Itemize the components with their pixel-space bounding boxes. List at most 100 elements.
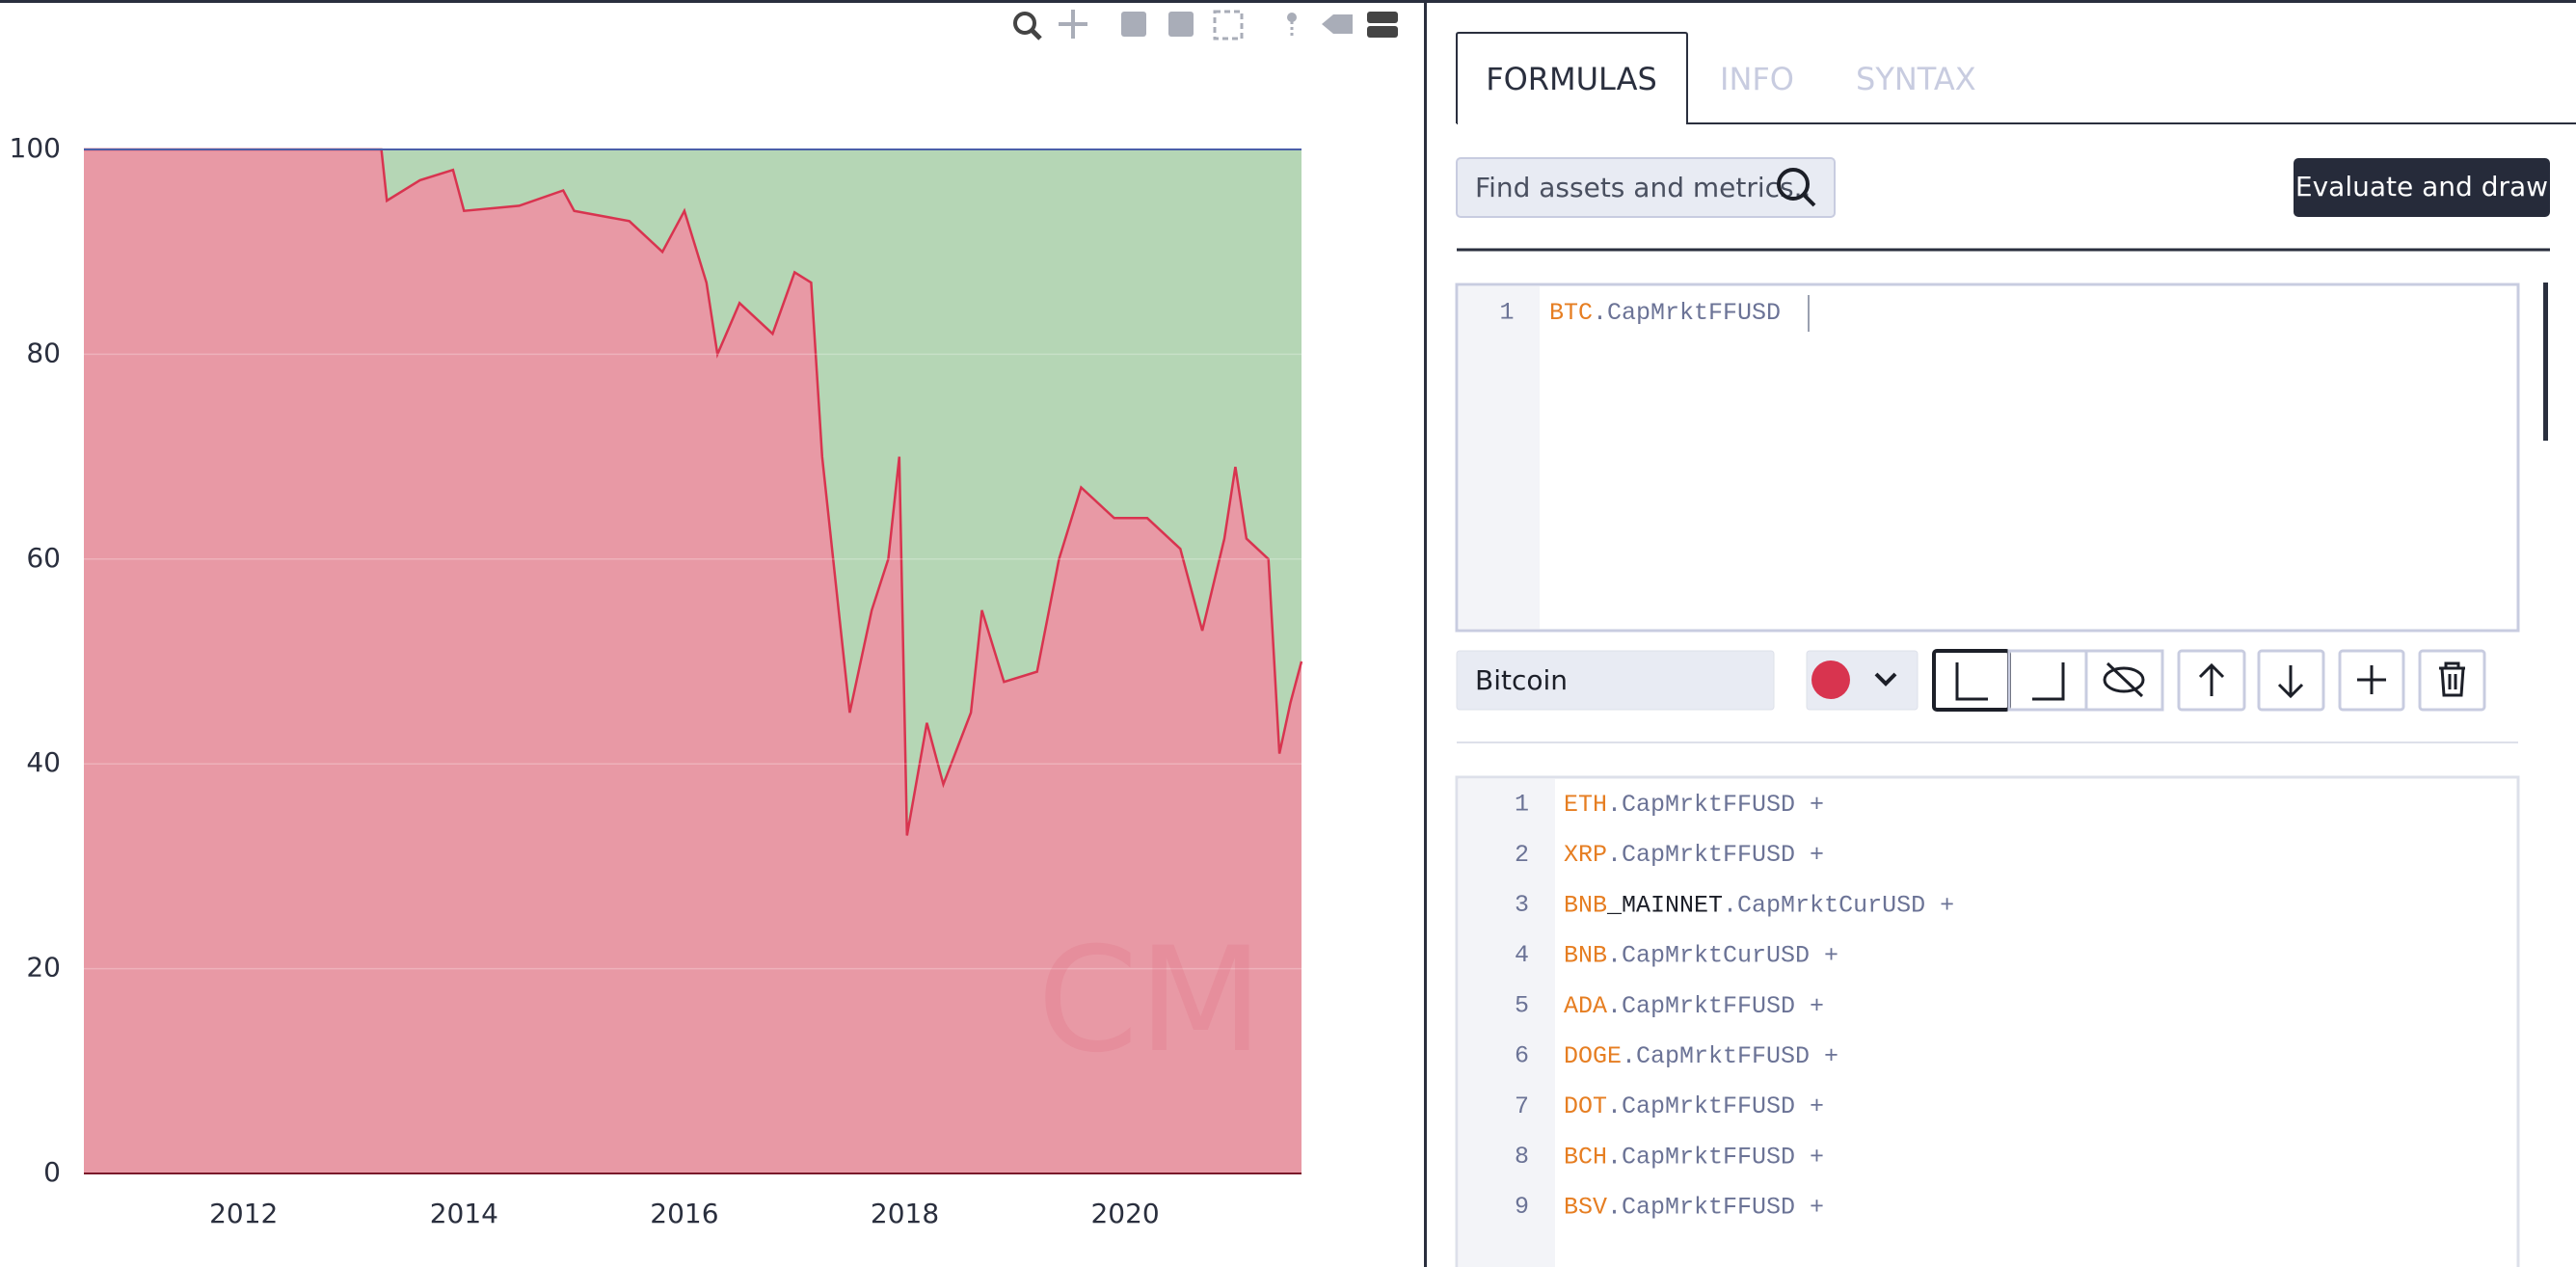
move-down-button[interactable] [2257,649,2325,712]
line-number: 7 [1515,1092,1529,1120]
series-buttons [1932,649,2486,712]
code-line: BCH.CapMrktFFUSD + [1564,1143,1824,1171]
tab-label[interactable]: INFO [1720,61,1794,97]
chart: 0 20 40 60 80 100 2012 2014 2016 2018 2020 CM [10,132,1303,1229]
x-tick-label: 2020 [1090,1198,1159,1229]
asset-token: DOGE [1564,1042,1622,1070]
formula-editor[interactable] [1455,283,2520,633]
area [84,149,1301,1173]
plus-icon [2357,665,2386,694]
line-number: 4 [1515,941,1529,969]
x-tick-label: 2018 [871,1198,939,1229]
search-input[interactable] [1456,157,1836,218]
code-line: BNB.CapMrktCurUSD + [1564,941,1838,969]
spike-icon[interactable] [1287,13,1297,22]
top-border [0,0,2576,3]
down-icon [2277,665,2304,699]
asset-token: XRP [1564,841,1607,869]
line-number: 9 [1515,1193,1529,1221]
line-number: 2 [1515,841,1529,869]
right-axis-button[interactable] [2007,649,2088,712]
watermark: CM [1037,917,1263,1085]
metric-token: .CapMrktFFUSD + [1607,1092,1824,1120]
metric-token: .CapMrktFFUSD + [1622,1042,1838,1070]
up-icon [2198,662,2225,696]
line-number: 1 [1499,299,1514,327]
tab-label[interactable]: SYNTAX [1856,61,1976,97]
area [84,149,1301,836]
series-name-input[interactable] [1456,650,1775,711]
asset-token: BSV [1564,1193,1607,1221]
tab-label[interactable]: FORMULAS [1486,61,1657,97]
line-number: 6 [1515,1042,1529,1070]
trash-icon [2439,661,2465,697]
code-line: BSV.CapMrktFFUSD + [1564,1193,1824,1221]
y-tick-label: 100 [10,132,61,164]
code-line: BNB_MAINNET.CapMrktCurUSD + [1564,891,1954,919]
line [84,148,1303,836]
scrollbar[interactable] [2543,283,2548,441]
chart-toolbar [1013,10,1398,40]
zoom-out-icon[interactable] [1168,12,1194,37]
pan-icon[interactable] [1059,10,1087,39]
y-tick-label: 40 [26,746,61,778]
zoom-icon-handle [1030,28,1042,40]
asset-token: DOT [1564,1092,1607,1120]
editor-gutter [1459,286,1540,629]
asset-token: BTC [1549,299,1593,327]
metric-token: .CapMrktFFUSD [1593,299,1781,327]
zoom-in-icon[interactable] [1121,12,1146,37]
metric-token: .CapMrktFFUSD + [1607,991,1824,1019]
asset-token: BNB [1564,891,1607,919]
autoscale-icon[interactable] [1213,10,1244,40]
metric-token: .CapMrktCurUSD + [1607,941,1838,969]
y-tick-label: 20 [26,952,61,984]
line-number: 8 [1515,1143,1529,1171]
line-number: 1 [1515,791,1529,819]
eye-icon [2103,666,2145,693]
search-icon[interactable] [1777,168,1810,201]
metric-token: .CapMrktCurUSD + [1723,891,1954,919]
move-up-button[interactable] [2177,649,2246,712]
hide-button[interactable] [2084,649,2164,712]
add-button[interactable] [2338,649,2405,712]
hover-compare-icon[interactable] [1367,12,1398,23]
active-tab[interactable] [1456,32,1688,123]
x-tick-label: 2016 [650,1198,718,1229]
code-line: DOT.CapMrktFFUSD + [1564,1092,1824,1120]
line-number: 5 [1515,991,1529,1019]
eye-slash [2106,661,2144,698]
delete-button[interactable] [2418,649,2486,712]
color-swatch [1811,660,1850,699]
code-line: DOGE.CapMrktFFUSD + [1564,1042,1838,1070]
search-icon-handle [1802,193,1816,207]
zoom-icon[interactable] [1013,12,1036,35]
evaluate-button-label[interactable]: Evaluate and draw [2295,171,2548,202]
hover-closest-icon[interactable] [1322,14,1353,34]
secondary-editor[interactable] [1455,775,2520,1267]
metric-token: .CapMrktFFUSD + [1607,791,1824,819]
series-name[interactable]: Bitcoin [1475,664,1568,696]
tab-gap [1458,121,1686,125]
metric-token: .CapMrktFFUSD + [1607,841,1824,869]
metric-token: .CapMrktFFUSD + [1607,1193,1824,1221]
x-tick-label: 2014 [430,1198,498,1229]
asset-token: BCH [1564,1143,1607,1171]
asset-token: BNB [1564,941,1607,969]
code-line: XRP.CapMrktFFUSD + [1564,841,1824,869]
evaluate-button[interactable] [2294,158,2550,217]
formula-panel: FORMULAS INFO SYNTAX Find assets and met… [1455,32,2576,1267]
code-line: ADA.CapMrktFFUSD + [1564,991,1824,1019]
hover-compare-icon-2 [1367,26,1398,38]
asset-suffix: _MAINNET [1606,891,1723,919]
left-axis-button[interactable] [1932,649,2011,712]
right-axis-icon [2032,662,2065,701]
y-tick-label: 0 [43,1156,61,1188]
y-tick-label: 80 [26,337,61,368]
asset-token: ETH [1564,791,1607,819]
x-tick-label: 2012 [209,1198,278,1229]
asset-token: ADA [1564,991,1607,1019]
left-axis-icon [1955,662,1988,701]
y-tick-label: 60 [26,542,61,574]
